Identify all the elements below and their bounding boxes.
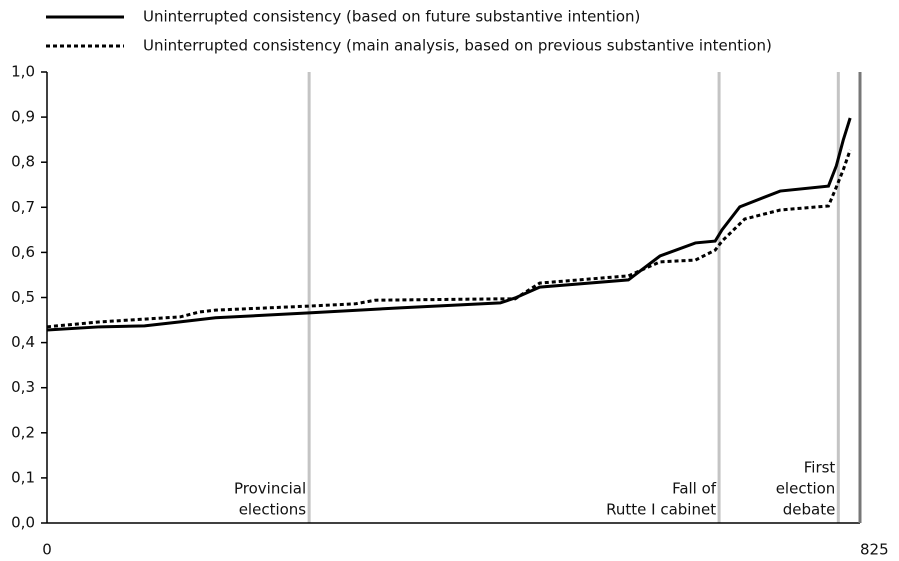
event-label: election: [776, 480, 836, 498]
y-tick-label: 0,9: [11, 108, 35, 126]
series-line: [46, 149, 852, 329]
y-tick-label: 0,1: [11, 468, 35, 486]
y-tick-label: 1,0: [11, 63, 35, 81]
legend-label: Uninterrupted consistency (based on futu…: [143, 8, 640, 26]
legend-label: Uninterrupted consistency (main analysis…: [143, 37, 772, 55]
y-tick-label: 0,4: [11, 333, 35, 351]
y-tick-label: 0,2: [11, 423, 35, 441]
y-tick-label: 0,8: [11, 153, 35, 171]
event-label: First: [804, 459, 836, 477]
event-label: debate: [783, 501, 836, 519]
y-tick-label: 0,0: [11, 514, 35, 532]
event-label: elections: [239, 501, 307, 519]
y-tick-label: 0,5: [11, 288, 35, 306]
x-tick-label: 825: [860, 541, 889, 559]
y-tick-label: 0,6: [11, 243, 35, 261]
event-label: Rutte I cabinet: [606, 501, 716, 519]
event-label: Fall of: [672, 480, 717, 498]
y-tick-label: 0,7: [11, 198, 35, 216]
x-tick-label: 0: [42, 541, 52, 559]
y-tick-label: 0,3: [11, 378, 35, 396]
event-label: Provincial: [234, 480, 306, 498]
series-line: [46, 117, 852, 332]
